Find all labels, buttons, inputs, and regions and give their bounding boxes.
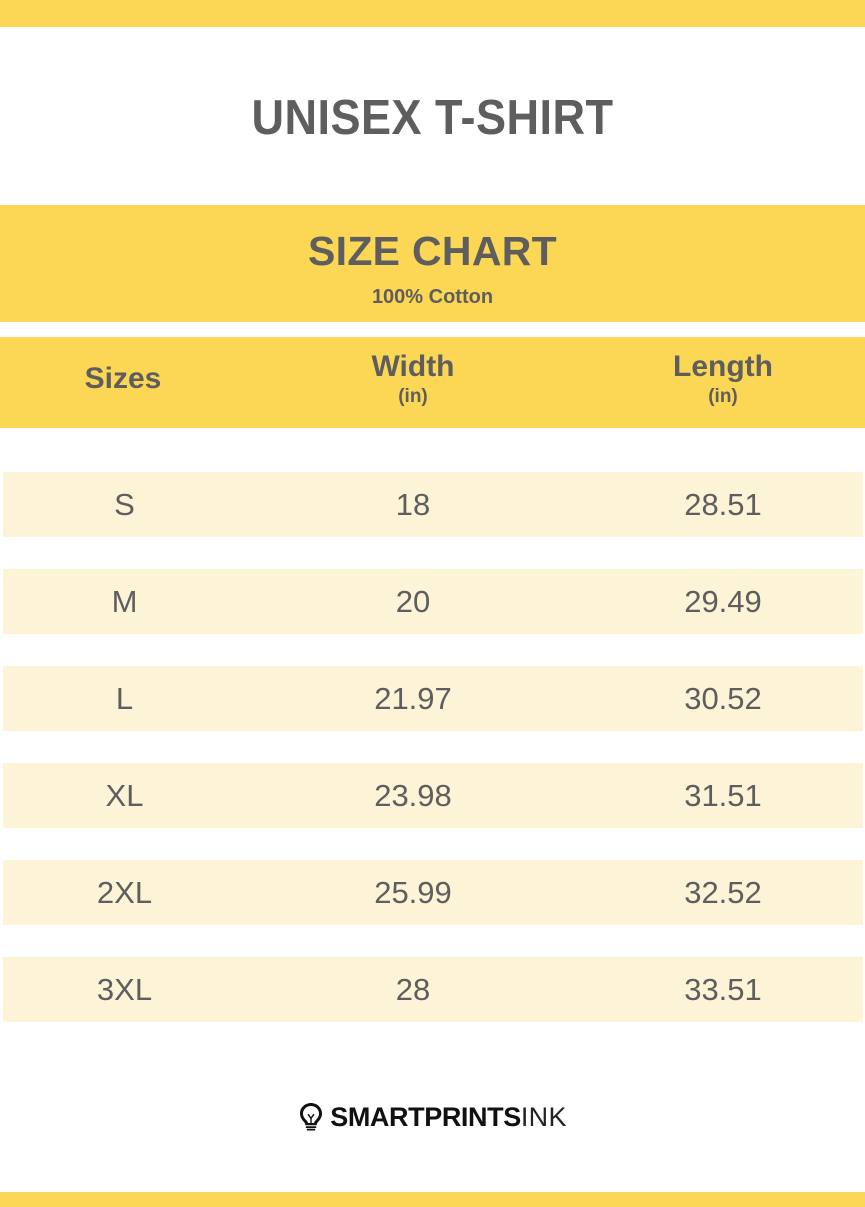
cell-length-value: 33.51 — [684, 972, 762, 1007]
cell-length-value: 29.49 — [684, 584, 762, 619]
cell-size-value: S — [114, 487, 135, 522]
brand-name-secondary: INK — [520, 1102, 567, 1132]
cell-size-value: L — [115, 681, 134, 716]
column-header-width-label: Width — [371, 350, 455, 383]
column-header-sizes-label: Sizes — [84, 362, 162, 395]
cell-width-value: 18 — [395, 487, 431, 522]
column-header-length: Length (in) — [600, 349, 846, 408]
cell-width-value: 25.99 — [374, 875, 452, 910]
cell-length-value: 31.51 — [684, 778, 762, 813]
cell-length-value: 28.51 — [684, 487, 762, 522]
table-row: XL 23.98 31.51 — [3, 763, 863, 828]
bottom-accent-bar — [0, 1192, 865, 1207]
top-accent-bar — [0, 0, 865, 27]
column-header-sizes: Sizes — [0, 361, 246, 397]
lightbulb-icon — [300, 1103, 323, 1131]
cell-size-value: XL — [105, 778, 144, 813]
size-chart-banner-title: SIZE CHART — [308, 228, 557, 274]
page-title: UNISEX T-SHIRT — [251, 91, 614, 145]
cell-size-value: 3XL — [96, 972, 153, 1007]
table-header-band: Sizes Width (in) Length (in) — [0, 337, 865, 428]
cell-length-value: 32.52 — [684, 875, 762, 910]
column-header-width: Width (in) — [290, 349, 536, 408]
cell-width-value: 20 — [395, 584, 431, 619]
column-header-length-unit: (in) — [708, 386, 738, 407]
cell-width-value: 23.98 — [374, 778, 452, 813]
column-header-width-unit: (in) — [398, 386, 428, 407]
size-chart-banner-subtitle: 100% Cotton — [371, 286, 494, 308]
brand-logo: SMARTPRINTS INK — [0, 1097, 865, 1137]
cell-size-value: 2XL — [96, 875, 153, 910]
table-row: 3XL 28 33.51 — [3, 957, 863, 1022]
brand-name-primary: SMARTPRINTS — [330, 1102, 521, 1132]
table-row: 2XL 25.99 32.52 — [3, 860, 863, 925]
table-row: S 18 28.51 — [3, 472, 863, 537]
table-row: L 21.97 30.52 — [3, 666, 863, 731]
column-header-length-label: Length — [673, 350, 773, 383]
table-row: M 20 29.49 — [3, 569, 863, 634]
cell-size-value: M — [111, 584, 138, 619]
cell-width-value: 28 — [395, 972, 431, 1007]
cell-width-value: 21.97 — [374, 681, 452, 716]
cell-length-value: 30.52 — [684, 681, 762, 716]
size-chart-banner: SIZE CHART 100% Cotton — [0, 205, 865, 322]
